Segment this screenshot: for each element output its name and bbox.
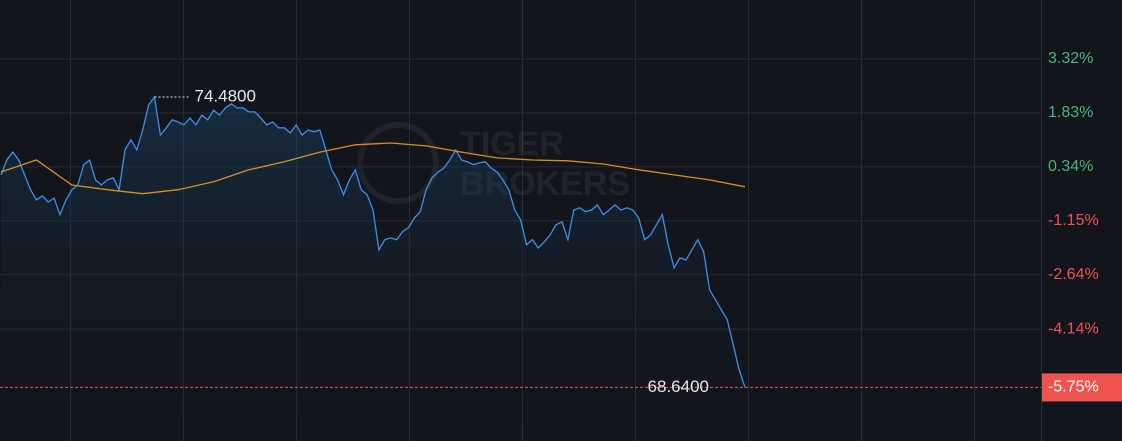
last-price-label: 68.6400 (648, 377, 709, 396)
y-tick-label: 3.32% (1048, 50, 1093, 67)
high-label: 74.4800 (195, 87, 256, 106)
area (1, 97, 745, 441)
y-tick-label: -2.64% (1048, 266, 1099, 283)
watermark-line: TIGER (460, 125, 564, 163)
series-line (0, 95, 746, 388)
y-tick-label: 0.34% (1048, 158, 1093, 175)
series-line (0, 142, 746, 195)
y-tick-label: -4.14% (1048, 320, 1099, 337)
y-tick-label: 1.83% (1048, 104, 1093, 121)
last-tick-box (1042, 373, 1122, 402)
last-tick-label: -5.75% (1048, 379, 1099, 396)
y-tick-label: -1.15% (1048, 212, 1099, 229)
